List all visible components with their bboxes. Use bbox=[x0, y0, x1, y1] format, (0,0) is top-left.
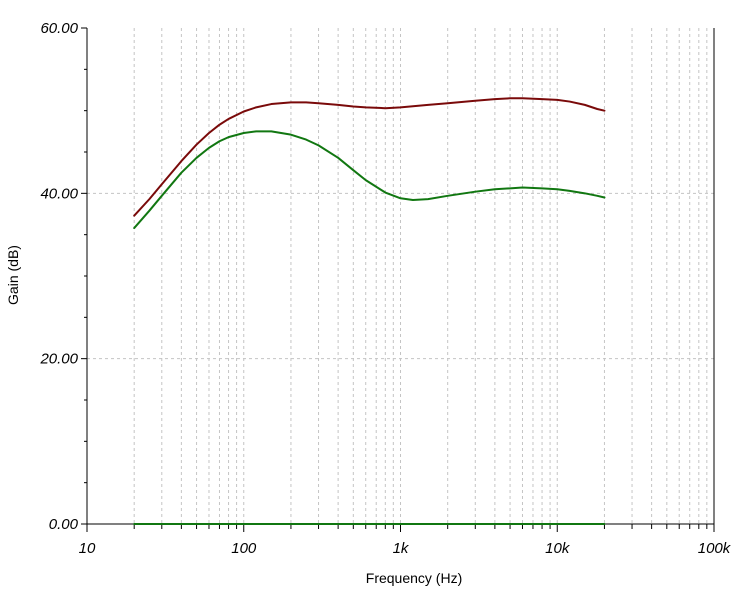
y-tick-label: 60.00 bbox=[40, 20, 78, 37]
x-axis-title: Frequency (Hz) bbox=[366, 570, 462, 586]
series-line bbox=[133, 130, 606, 230]
grid bbox=[87, 28, 714, 524]
y-tick-label: 20.00 bbox=[39, 351, 78, 368]
tick-labels: 10 100 1k 10k 100k 0.00 20.00 40.00 60.00 bbox=[39, 20, 731, 557]
x-tick-label: 100 bbox=[231, 540, 257, 557]
y-tick-label: 0.00 bbox=[49, 516, 79, 533]
x-tick-label: 100k bbox=[698, 540, 732, 557]
series-line bbox=[133, 97, 606, 217]
x-tick-label: 10 bbox=[79, 540, 96, 557]
x-tick-label: 1k bbox=[393, 540, 410, 557]
series-group bbox=[133, 97, 606, 525]
y-tick-label: 40.00 bbox=[40, 185, 78, 202]
x-tick-label: 10k bbox=[545, 540, 571, 557]
y-axis-title: Gain (dB) bbox=[5, 245, 21, 305]
